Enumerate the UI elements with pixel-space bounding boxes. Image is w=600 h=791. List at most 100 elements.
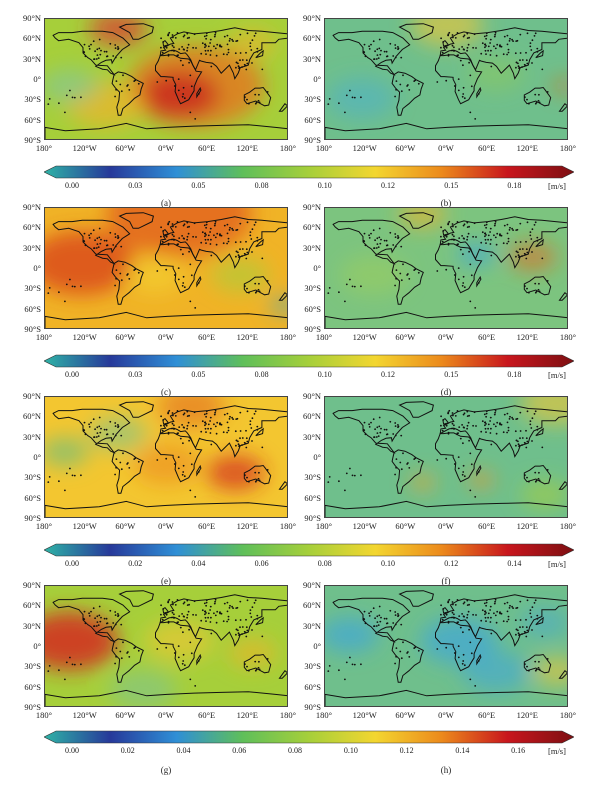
station-dot	[134, 457, 137, 460]
station-dot	[374, 50, 376, 53]
station-dot	[165, 613, 168, 616]
station-dot	[377, 624, 380, 626]
station-dot	[499, 233, 501, 236]
station-dot	[376, 243, 379, 245]
station-dot	[227, 615, 230, 618]
station-dot	[188, 61, 191, 64]
lat-tick-label: 60°N	[302, 33, 321, 44]
station-dot	[120, 245, 123, 248]
station-dot	[246, 62, 249, 65]
station-dot	[397, 235, 399, 237]
lon-tick-label: 60°W	[395, 143, 416, 153]
station-dot	[489, 416, 492, 419]
station-dot	[213, 612, 215, 615]
station-dot	[327, 292, 330, 294]
lat-tick-label: 60°N	[22, 33, 41, 44]
station-dot	[106, 244, 109, 247]
station-dot	[394, 614, 397, 616]
coastline-0	[332, 597, 411, 643]
station-dot	[214, 236, 217, 239]
station-dot	[177, 456, 180, 458]
station-dot	[117, 235, 119, 237]
station-dot	[193, 222, 196, 225]
station-dot	[454, 226, 457, 228]
station-dot	[470, 652, 473, 655]
station-dot	[156, 81, 159, 83]
station-dot	[168, 220, 171, 223]
station-dot	[114, 434, 117, 437]
station-dot	[525, 626, 528, 629]
station-dot	[237, 62, 239, 65]
station-dot	[494, 600, 496, 603]
station-dot	[529, 420, 532, 422]
coastline-8	[535, 49, 544, 59]
station-dot	[261, 446, 264, 449]
station-dot	[195, 614, 197, 616]
station-dot	[254, 93, 257, 96]
station-dot	[519, 33, 522, 36]
station-dot	[524, 663, 526, 665]
station-dot	[400, 56, 403, 59]
station-dot	[162, 608, 165, 610]
station-dot	[494, 33, 496, 36]
coastline-10	[558, 291, 567, 301]
station-dot	[509, 604, 511, 607]
station-dot	[168, 409, 171, 412]
station-dot	[447, 53, 450, 56]
coastline-9	[476, 653, 482, 666]
lat-tick-label: 0°	[33, 452, 41, 462]
station-dot	[160, 46, 162, 49]
station-dot	[112, 622, 115, 624]
station-dot	[436, 270, 439, 272]
station-dot	[250, 427, 253, 429]
station-dot	[484, 424, 486, 427]
lat-tick-label: 30°N	[302, 620, 321, 631]
station-dot	[174, 226, 177, 228]
station-dot	[235, 628, 238, 631]
station-dot	[119, 650, 122, 653]
station-dot	[205, 32, 208, 35]
station-dot	[521, 255, 523, 257]
station-dot	[394, 44, 397, 46]
station-dot	[408, 467, 411, 469]
coastline-5	[45, 311, 287, 328]
station-dot	[536, 236, 539, 239]
station-dot	[186, 46, 189, 49]
station-dot	[256, 425, 259, 428]
station-dot	[249, 42, 252, 44]
station-dot	[484, 235, 486, 238]
station-dot	[440, 613, 442, 616]
lon-tick-label: 180°	[35, 332, 53, 342]
station-dot	[100, 616, 102, 619]
station-dot	[368, 615, 371, 617]
station-dot	[128, 89, 131, 91]
station-dot	[219, 44, 221, 47]
colorbar-tick-label: 0.10	[381, 559, 395, 568]
field-blob-0	[45, 230, 136, 296]
station-dot	[457, 656, 460, 659]
station-dot	[178, 237, 181, 239]
coastline-1	[111, 260, 144, 305]
station-dot	[176, 244, 178, 247]
heatmap-g	[45, 586, 287, 706]
map-panel-a	[44, 18, 288, 140]
station-dot	[213, 234, 215, 237]
station-dot	[442, 419, 445, 421]
station-dot	[524, 64, 527, 67]
station-dot	[531, 251, 533, 253]
coastline-0	[52, 597, 131, 643]
station-dot	[160, 235, 162, 238]
station-dot	[244, 663, 246, 665]
station-dot	[122, 641, 124, 644]
lon-tick-label: 180°	[279, 332, 297, 342]
station-dot	[137, 82, 140, 85]
station-dot	[178, 48, 181, 50]
station-dot	[506, 610, 509, 613]
panel-caption-e: (e)	[161, 576, 171, 586]
station-dot	[469, 74, 472, 77]
station-dot	[400, 434, 403, 437]
station-dot	[441, 240, 444, 243]
station-dot	[456, 55, 458, 58]
station-dot	[353, 285, 356, 288]
station-dot	[459, 59, 462, 62]
